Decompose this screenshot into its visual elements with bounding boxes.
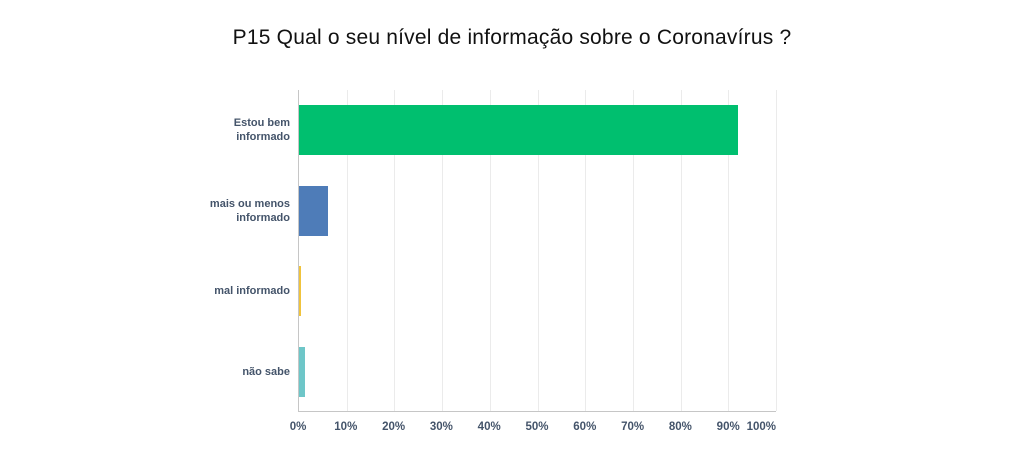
x-tick-label: 50%	[525, 421, 549, 433]
bar-row	[299, 171, 776, 252]
x-tick-label: 40%	[477, 421, 501, 433]
bar-row	[299, 251, 776, 332]
gridline	[346, 90, 348, 411]
x-tick-label: 30%	[429, 421, 453, 433]
gridline	[394, 90, 396, 411]
category-label: mal informado	[214, 285, 290, 298]
gridline	[680, 90, 682, 411]
chart-title: P15 Qual o seu nível de informação sobre…	[232, 26, 792, 49]
category-label: mais ou menos informado	[209, 197, 290, 224]
gridline	[585, 90, 587, 411]
x-tick-label: 60%	[573, 421, 597, 433]
gridline	[442, 90, 444, 411]
plot-area	[298, 90, 777, 413]
bar	[299, 346, 305, 397]
bar-row	[299, 90, 776, 171]
category-label: Estou bem informado	[233, 117, 290, 144]
bar	[299, 266, 302, 317]
gridline	[632, 90, 634, 411]
x-axis-labels: 0% 10% 20% 30% 40% 50% 60% 70% 80% 90% 100%	[290, 421, 776, 437]
gridline	[776, 90, 777, 411]
x-tick-label: 20%	[382, 421, 406, 433]
bar-row	[299, 332, 776, 413]
bar	[299, 105, 738, 156]
gridline	[489, 90, 491, 411]
bar	[299, 185, 328, 236]
x-tick-label: 80%	[668, 421, 692, 433]
y-axis-labels: Estou bem informado mais ou menos informa…	[186, 90, 290, 412]
x-tick-label: 100%	[746, 421, 776, 433]
x-tick-label: 70%	[621, 421, 645, 433]
x-tick-label: 10%	[334, 421, 358, 433]
x-tick-label: 0%	[289, 421, 307, 433]
x-tick-label: 90%	[716, 421, 740, 433]
gridline	[728, 90, 730, 411]
gridline	[537, 90, 539, 411]
category-label: não sabe	[242, 365, 290, 378]
